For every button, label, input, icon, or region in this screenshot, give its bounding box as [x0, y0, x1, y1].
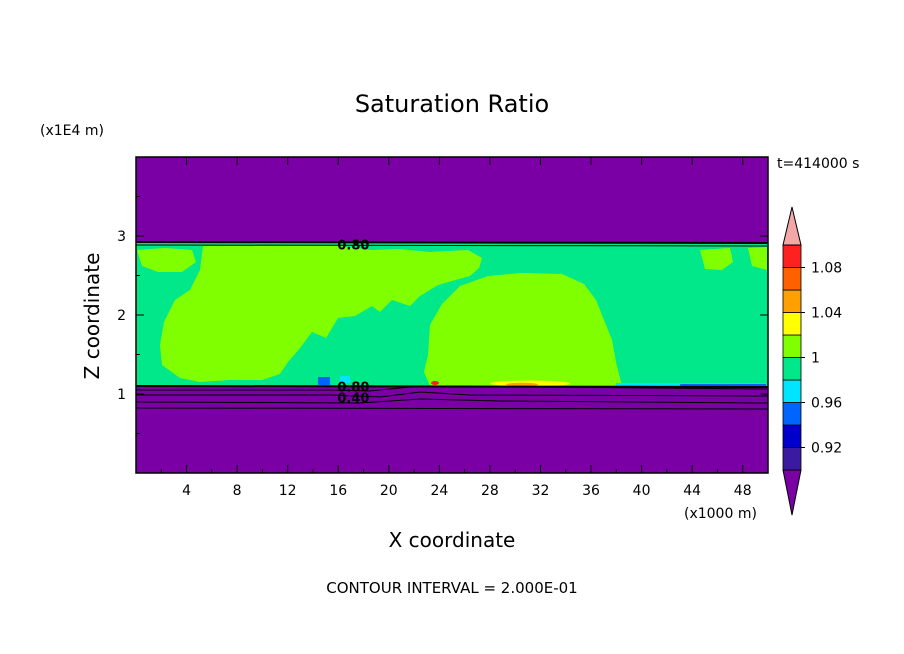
colorbar-box	[782, 289, 802, 313]
colorbar-label: 1.08	[811, 261, 842, 277]
supersaturated-patch-left	[160, 246, 482, 382]
contour-interval-note: CONTOUR INTERVAL = 2.000E-01	[326, 579, 577, 597]
supersaturated-patch-topright	[700, 248, 733, 270]
x-tick-label: 12	[279, 483, 297, 499]
dry-upper-region	[136, 157, 768, 243]
x-axis: 4 8 12 16 20 24 28 32 36 40 44 48	[160, 157, 752, 499]
colorbar-box	[782, 447, 802, 471]
contour-line-base-c	[136, 391, 768, 398]
colorbar-label: 1.04	[811, 306, 842, 322]
supersaturated-patch-center	[424, 273, 622, 386]
colorbar-label: 1	[811, 351, 820, 367]
x-tick-label: 16	[329, 483, 347, 499]
plot-area: 0.800.800.40	[135, 156, 769, 474]
colorbar-max-extension	[782, 206, 802, 246]
cloud-base-blue-band	[680, 384, 766, 386]
colorbar-label: 0.96	[811, 396, 842, 412]
y-tick-label: 2	[117, 308, 126, 324]
x-tick-label: 4	[182, 483, 191, 499]
x-tick-label: 20	[380, 483, 398, 499]
colorbar-label: 0.92	[811, 441, 842, 457]
x-tick-label: 40	[633, 483, 651, 499]
colorbar: 0.92 0.96 1 1.04 1.08	[782, 206, 842, 516]
colorbar-box	[782, 357, 802, 381]
y-tick-label: 1	[117, 387, 126, 403]
contour-line-base-e	[135, 407, 768, 410]
y-tick-label: 3	[117, 229, 126, 245]
cloud-base-cyan-speckles	[340, 376, 350, 383]
cloud-base-blue-speckles	[318, 377, 330, 385]
x-unit-label: (x1000 m)	[684, 506, 757, 522]
x-tick-label: 44	[683, 483, 701, 499]
colorbar-box	[782, 334, 802, 358]
x-tick-label: 24	[430, 483, 448, 499]
dry-lower-region	[136, 386, 768, 473]
colorbar-box	[782, 312, 802, 336]
x-tick-label: 8	[233, 483, 242, 499]
colorbar-box	[782, 424, 802, 448]
contour-line-base-b	[136, 385, 768, 392]
cloud-base-orange-spot	[506, 382, 538, 387]
x-tick-label: 48	[734, 483, 752, 499]
x-tick-label: 36	[582, 483, 600, 499]
contour-label-layer: 0.800.800.40	[337, 238, 369, 407]
contour-line-base-d	[135, 398, 768, 404]
contour-lines	[135, 241, 768, 410]
contour-line-top-b	[135, 244, 768, 247]
supersaturated-patch-right-edge	[748, 247, 767, 270]
y-axis-label: Z coordinate	[80, 253, 104, 380]
cloud-base-red-spot	[431, 381, 439, 385]
contour-label: 0.80	[337, 381, 369, 396]
x-tick-label: 28	[481, 483, 499, 499]
supersaturated-patch-small	[290, 316, 302, 330]
x-tick-label: 32	[532, 483, 550, 499]
colorbar-box	[782, 244, 802, 268]
y-axis: 1 2 3	[117, 196, 768, 434]
contour-label: 0.40	[337, 392, 369, 407]
time-label: t=414000 s	[777, 156, 859, 172]
colorbar-box	[782, 267, 802, 291]
contour-label: 0.80	[337, 238, 369, 253]
contour-line-top-a	[135, 241, 768, 244]
colorbar-box	[782, 379, 802, 403]
supersaturated-patch-topleft	[137, 248, 196, 272]
colorbar-min-extension	[782, 469, 802, 516]
x-axis-label: X coordinate	[389, 528, 516, 552]
y-unit-label: (x1E4 m)	[40, 123, 104, 139]
chart-title: Saturation Ratio	[355, 90, 549, 118]
colorbar-box	[782, 402, 802, 426]
